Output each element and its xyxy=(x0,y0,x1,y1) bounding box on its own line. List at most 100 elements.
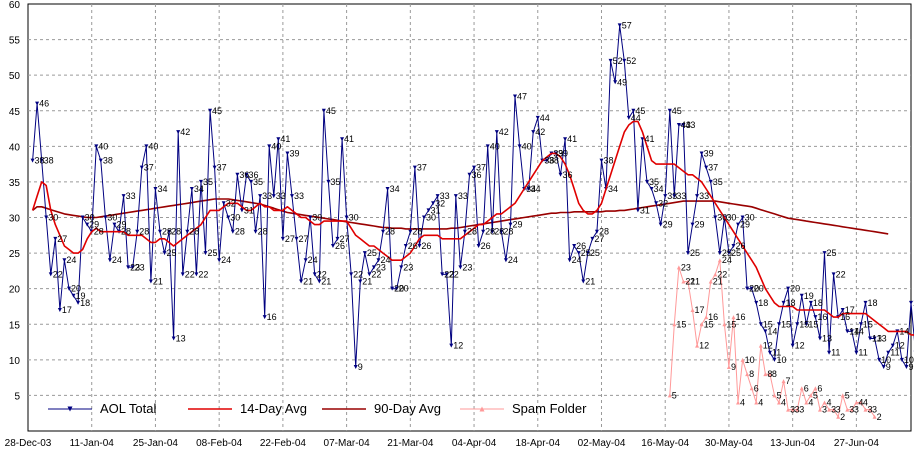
data-label: 36 xyxy=(248,170,258,180)
data-label: 42 xyxy=(499,127,509,137)
data-point xyxy=(786,286,791,291)
data-point xyxy=(777,322,782,327)
data-label: 23 xyxy=(462,262,472,272)
data-label: 43 xyxy=(681,120,691,130)
data-label: 27 xyxy=(594,234,604,244)
x-tick-label: 16-May-04 xyxy=(641,438,689,449)
data-label: 22 xyxy=(449,269,459,279)
data-label: 42 xyxy=(180,127,190,137)
data-label: 24 xyxy=(112,255,122,265)
data-label: 47 xyxy=(517,92,527,102)
data-point xyxy=(226,215,231,220)
data-label: 22 xyxy=(53,269,63,279)
data-point xyxy=(731,243,736,248)
data-point xyxy=(194,272,199,277)
data-point xyxy=(863,300,868,305)
data-label: 26 xyxy=(576,241,586,251)
data-label: 22 xyxy=(317,269,327,279)
data-label: 37 xyxy=(708,163,718,173)
data-point xyxy=(189,187,194,192)
data-label: 14 xyxy=(899,326,909,336)
data-point xyxy=(849,407,854,412)
data-label: 4 xyxy=(758,398,763,408)
data-point xyxy=(767,350,772,355)
data-label: 24 xyxy=(572,255,582,265)
data-point xyxy=(699,151,704,156)
data-label: 12 xyxy=(453,341,463,351)
data-point xyxy=(312,272,317,277)
legend-label: 14-Day Avg xyxy=(240,401,307,416)
legend-marker xyxy=(67,406,73,412)
data-point xyxy=(731,315,736,320)
data-point xyxy=(431,201,436,206)
data-point xyxy=(626,115,631,120)
data-point xyxy=(667,393,672,398)
data-point xyxy=(148,279,153,284)
data-label: 37 xyxy=(144,163,154,173)
data-point xyxy=(112,222,117,227)
data-point xyxy=(271,194,276,199)
data-label: 15 xyxy=(704,319,714,329)
data-point xyxy=(399,265,404,270)
data-point xyxy=(617,23,622,28)
data-label: 6 xyxy=(817,383,822,393)
data-label: 16 xyxy=(708,312,718,322)
data-point xyxy=(790,407,795,412)
data-label: 21 xyxy=(153,277,163,287)
x-tick-label: 07-Mar-04 xyxy=(324,438,371,449)
data-point xyxy=(572,243,577,248)
series-group xyxy=(30,23,914,419)
data-label: 25 xyxy=(590,248,600,258)
data-label: 35 xyxy=(253,177,263,187)
data-label: 26 xyxy=(481,241,491,251)
data-point xyxy=(858,400,863,405)
data-point xyxy=(244,172,249,177)
data-label: 16 xyxy=(267,312,277,322)
data-point xyxy=(708,279,713,284)
data-point xyxy=(613,80,618,85)
data-label: 12 xyxy=(895,341,905,351)
data-point xyxy=(135,229,140,234)
y-tick-label: 45 xyxy=(9,107,21,118)
data-point xyxy=(777,400,782,405)
data-point xyxy=(699,322,704,327)
data-point xyxy=(817,407,822,412)
data-label: 30 xyxy=(230,213,240,223)
data-point xyxy=(362,251,367,256)
data-point xyxy=(863,407,868,412)
data-label: 23 xyxy=(135,262,145,272)
data-label: 3 xyxy=(849,405,854,415)
data-point xyxy=(649,187,654,192)
data-label: 15 xyxy=(726,319,736,329)
data-label: 13 xyxy=(822,333,832,343)
x-tick-label: 02-May-04 xyxy=(578,438,626,449)
series-line xyxy=(669,259,876,418)
data-point xyxy=(144,144,149,149)
data-point xyxy=(690,308,695,313)
data-point xyxy=(239,208,244,213)
data-label: 38 xyxy=(35,156,45,166)
data-point xyxy=(157,229,162,234)
data-point xyxy=(781,379,786,384)
data-label: 9 xyxy=(886,362,891,372)
data-label: 3 xyxy=(854,405,859,415)
data-point xyxy=(799,293,804,298)
data-label: 27 xyxy=(340,234,350,244)
data-point xyxy=(726,364,731,369)
data-label: 28 xyxy=(235,227,245,237)
data-label: 45 xyxy=(212,106,222,116)
data-label: 21 xyxy=(585,277,595,287)
y-tick-label: 5 xyxy=(14,391,20,402)
data-point xyxy=(467,172,472,177)
data-label: 14 xyxy=(854,326,864,336)
data-point xyxy=(672,322,677,327)
y-tick-label: 40 xyxy=(9,142,21,153)
data-point xyxy=(80,215,85,220)
data-label: 25 xyxy=(581,248,591,258)
data-point xyxy=(376,258,381,263)
data-point xyxy=(412,165,417,170)
data-label: 41 xyxy=(567,134,577,144)
data-point xyxy=(704,315,709,320)
data-point xyxy=(98,158,103,163)
